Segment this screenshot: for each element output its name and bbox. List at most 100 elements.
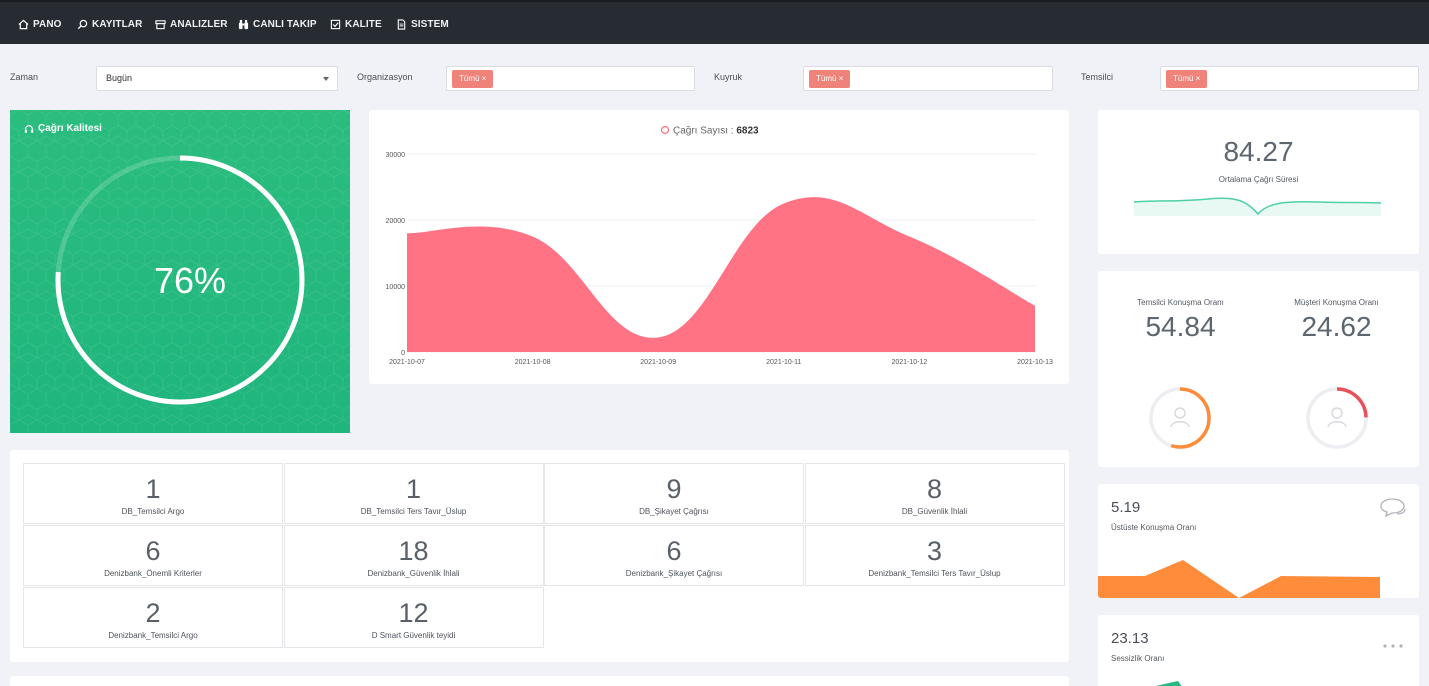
- legend-label[interactable]: Çağrı Sayısı : 6823: [673, 126, 759, 137]
- customer-talk-label: Müşteri Konuşma Oranı: [1294, 298, 1379, 307]
- x-tick-label: 2021-10-12: [891, 359, 927, 366]
- kuyruk-tag-tumu[interactable]: Tümü ×: [809, 70, 851, 88]
- chevron-down-icon: [323, 77, 329, 81]
- silence-label: Sessizlik Oranı: [1111, 654, 1165, 663]
- overlap-label: Üstüste Konuşma Oranı: [1111, 523, 1197, 532]
- nav-canli-takip[interactable]: CANLI TAKIP: [238, 16, 317, 32]
- quality-percentage: 76%: [153, 260, 227, 301]
- avg-duration-value: 84.27: [1223, 136, 1294, 167]
- kpi-label: Denizbank_Önemli Kriterler: [104, 569, 202, 578]
- kpi-cell[interactable]: 18 Denizbank_Güvenlik İhlali: [283, 525, 544, 586]
- y-tick-label: 20000: [386, 218, 406, 225]
- talk-ratio-card: Temsilci Konuşma Oranı 54.84 Müşteri Kon…: [1098, 271, 1419, 467]
- filter-label-organizasyon: Organizasyon: [357, 72, 413, 82]
- nav-label: KALITE: [345, 18, 382, 30]
- top-navbar: PANO KAYITLAR ANALIZLER CANLI TAKIP KALI…: [0, 0, 1429, 44]
- nav-kalite[interactable]: KALITE: [330, 16, 382, 32]
- more-dots-icon[interactable]: [1383, 644, 1403, 648]
- customer-talk-gauge: [1306, 387, 1368, 449]
- nav-label: CANLI TAKIP: [253, 18, 317, 30]
- user-icon: [1327, 407, 1347, 428]
- quality-title: Çağrı Kalitesi: [24, 123, 102, 134]
- kpi-cell[interactable]: 3 Denizbank_Temsilci Ters Tavır_Üslup: [804, 525, 1065, 586]
- kpi-cell[interactable]: 8 DB_Güvenlik İhlali: [804, 463, 1065, 524]
- hexagon-pattern: [10, 110, 350, 433]
- user-icon: [1170, 407, 1190, 428]
- kpi-label: DB_Güvenlik İhlali: [901, 507, 968, 516]
- kpi-cell[interactable]: 6 Denizbank_Şikayet Çağrısı: [544, 525, 804, 586]
- quality-title-text: Çağrı Kalitesi: [38, 123, 102, 134]
- x-tick-label: 2021-10-09: [640, 359, 676, 366]
- nav-label: ANALIZLER: [170, 18, 228, 30]
- filter-label-zaman: Zaman: [10, 72, 39, 82]
- overlap-value: 5.19: [1111, 499, 1141, 516]
- headset-icon: [24, 124, 34, 133]
- x-tick-label: 2021-10-13: [1017, 359, 1053, 366]
- kpi-value: 18: [398, 536, 429, 566]
- search-icon: [77, 19, 88, 29]
- check-square-icon: [330, 19, 341, 29]
- overlap-chart: [1098, 498, 1406, 598]
- agent-talk-gauge: [1149, 387, 1211, 449]
- kpi-grid-card: 1 DB_Temsilci Argo 1 DB_Temsilci Ters Tavır…: [10, 450, 1069, 662]
- legend-title: Çağrı Sayısı: [673, 126, 728, 137]
- kuyruk-multiselect[interactable]: Tümü ×: [803, 66, 1053, 91]
- kpi-label: D Smart Güvenlik teyidi: [371, 631, 456, 640]
- y-tick-label: 10000: [386, 284, 406, 291]
- nav-analizler[interactable]: ANALIZLER: [155, 16, 228, 32]
- kpi-value: 1: [145, 474, 161, 504]
- legend-total: 6823: [736, 126, 759, 137]
- avg-duration-label: Ortalama Çağrı Süresi: [1218, 175, 1299, 184]
- kpi-label: DB_Şikayet Çağrısı: [639, 507, 709, 516]
- kpi-cell[interactable]: 1 DB_Temsilci Ters Tavır_Üslup: [283, 463, 544, 524]
- nav-kayitlar[interactable]: KAYITLAR: [77, 16, 142, 32]
- silence-value: 23.13: [1111, 630, 1149, 647]
- legend-marker: [660, 125, 670, 135]
- customer-talk-value: 24.62: [1301, 311, 1372, 342]
- y-tick-label: 0: [401, 350, 405, 357]
- kpi-value: 6: [145, 536, 161, 566]
- call-count-area: [407, 197, 1035, 352]
- file-icon: [397, 18, 406, 30]
- nav-label: PANO: [33, 18, 62, 30]
- kpi-value: 12: [398, 598, 429, 628]
- nav-sistem[interactable]: SISTEM: [396, 16, 449, 32]
- kpi-cell[interactable]: 9 DB_Şikayet Çağrısı: [544, 463, 804, 524]
- comments-icon[interactable]: [1380, 498, 1406, 518]
- agent-talk-value: 54.84: [1145, 311, 1216, 342]
- organizasyon-multiselect[interactable]: Tümü ×: [446, 66, 695, 91]
- next-section-edge: [10, 676, 1069, 686]
- silence-card: 23.13 Sessizlik Oranı: [1098, 615, 1419, 686]
- kpi-value: 1: [405, 474, 422, 504]
- silence-chart: [1155, 644, 1403, 686]
- binoculars-icon: [238, 19, 249, 29]
- kpi-label: Denizbank_Temsilci Argo: [108, 631, 198, 640]
- temsilci-tag-tumu[interactable]: Tümü ×: [1166, 70, 1208, 88]
- kpi-label: DB_Temsilci Ters Tavır_Üslup: [360, 507, 467, 516]
- zaman-select[interactable]: Bugün: [96, 66, 338, 91]
- avg-duration-card: 84.27 Ortalama Çağrı Süresi: [1098, 110, 1419, 254]
- x-tick-label: 2021-10-08: [515, 359, 551, 366]
- kpi-cell[interactable]: 12 D Smart Güvenlik teyidi: [283, 587, 544, 648]
- archive-icon: [155, 19, 166, 29]
- kpi-value: 8: [926, 474, 943, 504]
- filter-label-temsilci: Temsilci: [1081, 72, 1114, 82]
- kpi-value: 2: [145, 598, 161, 628]
- call-count-chart: 30000 20000 10000 0 2021-10-07 2021-10-08 202…: [386, 125, 1053, 367]
- talk-ratio-gauges: [1149, 387, 1368, 449]
- organizasyon-tag-tumu[interactable]: Tümü ×: [452, 70, 494, 88]
- kpi-cell[interactable]: 1 DB_Temsilci Argo: [23, 463, 283, 524]
- nav-pano[interactable]: PANO: [18, 16, 62, 32]
- nav-label: KAYITLAR: [92, 18, 143, 30]
- kpi-cell[interactable]: 6 Denizbank_Önemli Kriterler: [23, 525, 283, 586]
- temsilci-multiselect[interactable]: Tümü ×: [1160, 66, 1419, 91]
- kpi-cell[interactable]: 2 Denizbank_Temsilci Argo: [23, 587, 283, 648]
- x-tick-label: 2021-10-11: [766, 359, 801, 366]
- x-tick-label: 2021-10-07: [389, 359, 425, 366]
- kpi-value: 9: [666, 474, 682, 504]
- overlap-card: 5.19 Üstüste Konuşma Oranı: [1098, 484, 1419, 598]
- quality-gauge-arc: [55, 155, 305, 405]
- kpi-value: 6: [666, 536, 682, 566]
- kpi-value: 3: [926, 536, 943, 566]
- filter-label-kuyruk: Kuyruk: [714, 72, 743, 82]
